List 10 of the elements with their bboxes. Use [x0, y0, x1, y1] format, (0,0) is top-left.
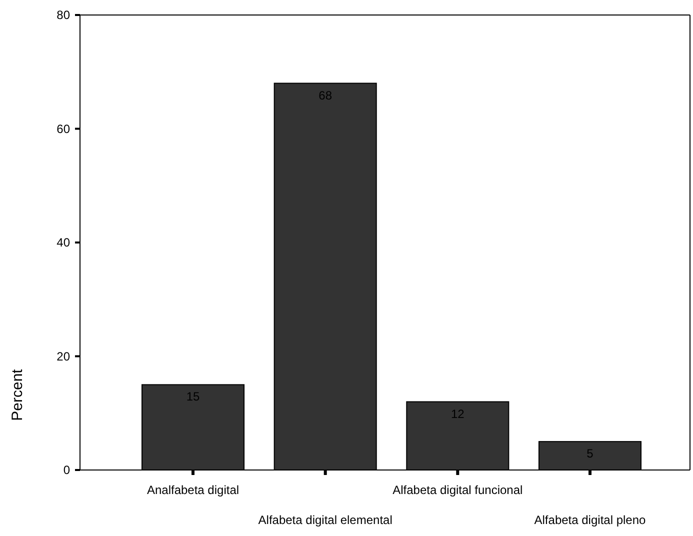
x-tick-label: Alfabeta digital funcional — [392, 483, 523, 497]
y-tick-label: 0 — [63, 463, 70, 478]
x-tick-label: Analfabeta digital — [146, 483, 240, 497]
x-tick-label: Alfabeta digital elemental — [258, 513, 392, 527]
y-tick-label: 40 — [56, 236, 70, 250]
x-tick-label: Alfabeta digital pleno — [534, 513, 646, 527]
y-tick-label: 80 — [56, 8, 70, 22]
y-axis-title: Percent — [9, 368, 26, 421]
y-tick-label: 20 — [56, 349, 70, 364]
y-tick-label: 60 — [56, 122, 70, 136]
